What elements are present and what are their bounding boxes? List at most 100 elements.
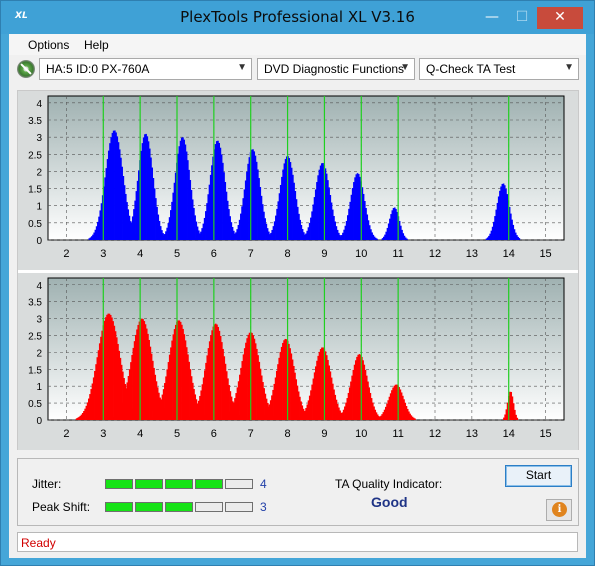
drive-select[interactable]: HA:5 ID:0 PX-760A ▼: [39, 58, 252, 80]
histogram-bar: [362, 360, 364, 420]
histogram-bar: [386, 403, 388, 420]
histogram-bar: [346, 215, 349, 240]
y-tick-label: 4: [36, 99, 42, 110]
histogram-bar: [263, 388, 265, 420]
y-tick-label: 3: [36, 133, 42, 144]
histogram-bar: [491, 226, 494, 240]
histogram-bar: [218, 143, 221, 240]
histogram-bar: [400, 225, 402, 240]
histogram-bar: [315, 366, 317, 420]
histogram-bar: [285, 339, 288, 420]
menu-options[interactable]: Options: [28, 38, 70, 52]
histogram-bar: [406, 408, 409, 420]
histogram-bar: [248, 157, 251, 240]
close-button[interactable]: ✕: [537, 7, 583, 29]
histogram-bar: [140, 150, 143, 240]
start-button[interactable]: Start: [505, 465, 572, 487]
histogram-bar: [259, 187, 262, 240]
histogram-bar: [262, 416, 265, 420]
x-tick-label: 2: [63, 248, 69, 260]
histogram-bar: [171, 340, 173, 420]
function-select[interactable]: DVD Diagnostic Functions ▼: [257, 58, 415, 80]
histogram-bar: [250, 149, 253, 240]
menu-help[interactable]: Help: [84, 38, 109, 52]
histogram-bar: [163, 234, 166, 240]
x-tick-label: 4: [137, 428, 143, 440]
x-tick-label: 13: [466, 428, 478, 440]
histogram-bar: [156, 387, 159, 420]
histogram-bar: [197, 236, 200, 240]
histogram-bar: [144, 324, 147, 420]
histogram-bar: [233, 234, 236, 240]
histogram-bar: [512, 224, 515, 240]
histogram-bar: [225, 371, 228, 420]
x-tick-label: 14: [503, 428, 515, 440]
histogram-bar: [356, 356, 358, 420]
histogram-bar: [392, 387, 394, 420]
histogram-bar: [330, 377, 333, 420]
histogram-bar: [136, 180, 139, 240]
histogram-bar: [123, 238, 126, 240]
histogram-bar: [392, 207, 395, 240]
histogram-bar: [402, 233, 405, 240]
histogram-bar: [367, 220, 370, 240]
status-panel: Jitter: 4 Peak Shift: 3 TA Quality Indic…: [17, 458, 579, 526]
histogram-bar: [190, 190, 193, 240]
test-select-value: Q-Check TA Test: [426, 62, 516, 76]
histogram-bar: [384, 406, 387, 420]
y-tick-label: 1: [36, 382, 42, 393]
histogram-bar: [229, 216, 231, 240]
histogram-bar: [133, 209, 135, 240]
histogram-bar: [155, 198, 157, 240]
peak-shift-meter-segment: [135, 502, 163, 512]
histogram-bar: [114, 331, 117, 420]
histogram-bar: [155, 412, 158, 420]
histogram-bar: [359, 354, 362, 420]
histogram-bar: [396, 211, 398, 240]
histogram-bar: [294, 372, 296, 420]
histogram-bar: [152, 178, 155, 240]
histogram-bar: [114, 416, 116, 420]
histogram-bar: [110, 418, 113, 420]
minimize-button[interactable]: —: [485, 9, 499, 25]
histogram-bar: [134, 334, 137, 420]
histogram-bar: [374, 409, 377, 420]
histogram-bar: [219, 147, 222, 240]
histogram-bar: [299, 396, 301, 420]
histogram-bar: [147, 333, 149, 420]
test-select[interactable]: Q-Check TA Test ▼: [419, 58, 579, 80]
histogram-bar: [373, 236, 376, 240]
histogram-bar: [317, 175, 319, 240]
histogram-bar: [338, 237, 341, 240]
histogram-bar: [510, 213, 512, 240]
histogram-bar: [149, 346, 152, 420]
histogram-bar: [122, 398, 125, 420]
histogram-bar: [291, 359, 294, 420]
y-tick-label: 2.5: [28, 150, 42, 161]
x-tick-label: 8: [285, 248, 291, 260]
histogram-bar: [265, 223, 268, 240]
histogram-bar: [381, 238, 384, 240]
histogram-bar: [495, 209, 498, 240]
histogram-bar: [156, 409, 159, 420]
histogram-bar: [164, 383, 166, 420]
histogram-bar: [234, 398, 236, 420]
histogram-bar: [247, 163, 249, 240]
histogram-bar: [337, 417, 340, 420]
histogram-bar: [503, 417, 505, 420]
histogram-bar: [231, 237, 234, 240]
histogram-bar: [485, 238, 488, 240]
histogram-bar: [217, 140, 219, 240]
title-bar[interactable]: XL PlexTools Professional XL V3.16 — ☐ ✕: [1, 1, 594, 34]
histogram-bar: [334, 394, 337, 420]
histogram-bar: [398, 221, 401, 240]
maximize-button[interactable]: ☐: [515, 9, 529, 25]
histogram-bar: [201, 228, 203, 240]
x-tick-label: 4: [137, 248, 143, 260]
info-button[interactable]: i: [546, 499, 572, 521]
histogram-bar: [271, 395, 273, 420]
histogram-bar: [338, 407, 340, 420]
y-tick-label: 2: [36, 167, 42, 178]
histogram-bar: [244, 180, 247, 240]
histogram-bar: [406, 238, 408, 240]
